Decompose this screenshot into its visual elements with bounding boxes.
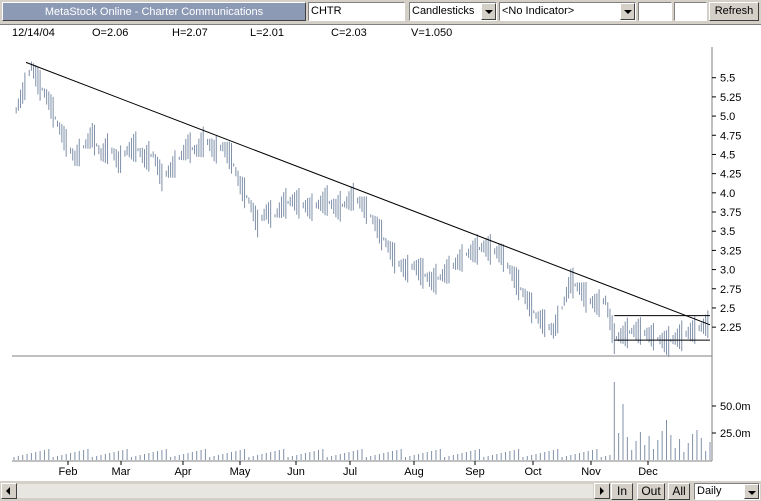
price-tick-label: 3.0 <box>720 265 735 277</box>
period-value: Daily <box>697 485 722 497</box>
price-tick-label: 4.75 <box>720 130 741 142</box>
month-label: Sep <box>465 466 485 478</box>
quote-close: C=2.03 <box>331 27 367 39</box>
quote-low: L=2.01 <box>250 27 284 39</box>
price-tick-label: 5.25 <box>720 92 741 104</box>
price-tick-label: 4.0 <box>720 188 735 200</box>
all-button[interactable]: All <box>668 483 690 500</box>
month-label: Feb <box>59 466 78 478</box>
quote-date: 12/14/04 <box>12 27 55 39</box>
scroll-left-icon[interactable] <box>1 483 17 499</box>
period-select[interactable]: Daily <box>694 483 760 500</box>
price-tick-label: 3.5 <box>720 226 735 238</box>
price-tick-label: 4.25 <box>720 169 741 181</box>
symbol-input[interactable]: CHTR <box>308 2 405 21</box>
month-label: May <box>230 466 251 478</box>
price-chart: 5.5 5.25 5.0 4.75 4.5 4.25 4.0 3.75 3.5 3.25 3.0 2.… <box>12 47 751 478</box>
month-label: Aug <box>404 466 424 478</box>
price-tick-label: 2.5 <box>720 303 735 315</box>
chart-style-select[interactable]: Candlesticks <box>409 2 497 21</box>
price-tick-label: 3.25 <box>720 245 741 257</box>
indicator-select[interactable]: <No Indicator> <box>499 2 636 21</box>
chevron-down-icon[interactable] <box>481 3 496 20</box>
quote-volume: V=1.050 <box>411 27 453 39</box>
price-tick-label: 3.75 <box>720 207 741 219</box>
month-label: Jun <box>287 466 305 478</box>
toolbar: MetaStock Online - Charter Communication… <box>0 0 761 24</box>
chart-title: MetaStock Online - Charter Communication… <box>2 2 306 21</box>
month-label: Dec <box>638 466 658 478</box>
chart-style-value: Candlesticks <box>412 5 475 17</box>
zoom-out-button[interactable]: Out <box>637 483 665 500</box>
month-label: Jul <box>343 466 357 478</box>
scroll-track[interactable] <box>17 484 593 498</box>
refresh-button[interactable]: Refresh <box>709 2 759 21</box>
chart-area: 12/14/04 O=2.06 H=2.07 L=2.01 C=2.03 V=1… <box>0 24 761 481</box>
trendline <box>25 61 711 326</box>
zoom-in-button[interactable]: In <box>611 483 633 500</box>
price-tick-label: 2.75 <box>720 284 741 296</box>
chevron-down-icon[interactable] <box>744 484 759 499</box>
month-label: Apr <box>174 466 191 478</box>
price-tick-label: 5.0 <box>720 111 735 123</box>
quote-open: O=2.06 <box>92 27 129 39</box>
indicator-value: <No Indicator> <box>502 5 575 17</box>
month-label: Mar <box>112 466 131 478</box>
time-scrollbar[interactable]: In Out All Daily <box>0 481 761 501</box>
volume-tick-label: 50.0m <box>720 401 751 413</box>
month-label: Nov <box>581 466 601 478</box>
price-tick-label: 4.5 <box>720 149 735 161</box>
scroll-right-icon[interactable] <box>594 483 610 499</box>
chevron-down-icon[interactable] <box>620 3 635 20</box>
price-tick-label: 2.25 <box>720 322 741 334</box>
price-tick-label: 5.5 <box>720 73 735 85</box>
month-label: Oct <box>524 466 541 478</box>
end-field[interactable] <box>674 2 707 21</box>
quote-high: H=2.07 <box>172 27 208 39</box>
start-field[interactable] <box>638 2 672 21</box>
volume-tick-label: 25.0m <box>720 428 751 440</box>
